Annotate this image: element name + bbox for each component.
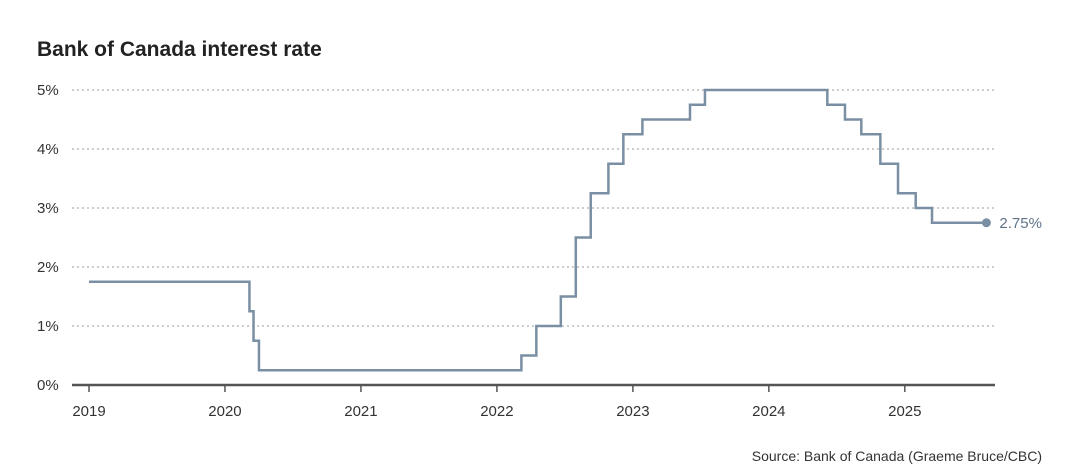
y-tick-label: 0%	[37, 377, 59, 394]
x-tick-label: 2021	[344, 403, 377, 420]
x-axis: 2019 2020 2021 2022 2023 2024 2025	[72, 383, 995, 420]
y-tick-label: 1%	[37, 318, 59, 335]
end-point	[981, 218, 991, 228]
y-tick-label: 4%	[37, 141, 59, 158]
chart-title: Bank of Canada interest rate	[37, 38, 322, 61]
series-line	[89, 88, 987, 372]
x-tick-label: 2020	[208, 403, 241, 420]
x-tick-label: 2019	[72, 403, 105, 420]
end-value-label: 2.75%	[999, 215, 1042, 232]
x-tick-label: 2025	[888, 403, 921, 420]
y-tick-label: 3%	[37, 200, 59, 217]
x-tick-label: 2023	[616, 403, 649, 420]
x-tick-label: 2022	[480, 403, 513, 420]
series-layer: 2.75%	[89, 88, 1042, 372]
source-note: Source: Bank of Canada (Graeme Bruce/CBC…	[751, 448, 1042, 464]
y-tick-label: 5%	[37, 82, 59, 99]
gridlines	[72, 89, 995, 327]
y-axis-ticks: 0% 1% 2% 3% 4% 5%	[37, 82, 59, 394]
x-tick-label: 2024	[752, 403, 785, 420]
y-tick-label: 2%	[37, 259, 59, 276]
